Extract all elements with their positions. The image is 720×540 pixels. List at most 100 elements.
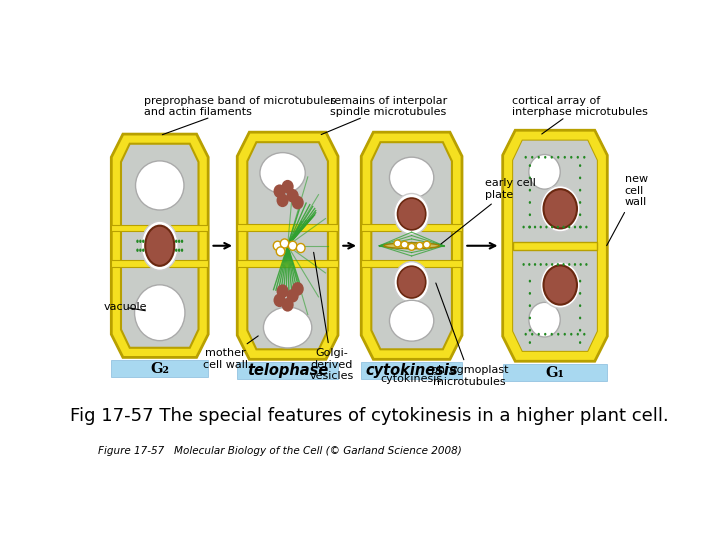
Ellipse shape [136,248,139,252]
Ellipse shape [528,201,531,204]
Ellipse shape [401,241,408,248]
Ellipse shape [276,285,289,298]
Ellipse shape [264,307,312,348]
Ellipse shape [390,300,433,341]
Ellipse shape [528,177,531,179]
Polygon shape [503,130,607,361]
Polygon shape [513,249,597,351]
Ellipse shape [523,263,525,266]
Ellipse shape [570,156,572,159]
Text: cytokinesis: cytokinesis [381,374,443,384]
Ellipse shape [551,263,553,266]
Ellipse shape [289,241,297,251]
Bar [238,362,338,379]
Ellipse shape [181,248,184,252]
Ellipse shape [564,333,566,335]
Ellipse shape [408,244,415,251]
Ellipse shape [145,226,174,266]
Ellipse shape [568,263,570,266]
Ellipse shape [139,248,142,252]
Ellipse shape [564,156,566,159]
Ellipse shape [181,240,184,243]
Ellipse shape [540,186,580,232]
Ellipse shape [579,341,581,344]
Ellipse shape [585,226,588,228]
Ellipse shape [136,240,139,243]
Text: early cell
plate: early cell plate [441,178,536,244]
Ellipse shape [534,263,536,266]
Ellipse shape [280,239,289,248]
Bar [361,260,462,267]
Bar [238,260,338,267]
Ellipse shape [528,263,531,266]
Ellipse shape [528,213,531,216]
Ellipse shape [583,333,585,335]
Ellipse shape [297,244,305,253]
Ellipse shape [562,226,564,228]
Ellipse shape [544,265,577,305]
Text: new
cell
wall: new cell wall [607,174,648,246]
Ellipse shape [282,298,294,312]
Ellipse shape [568,226,570,228]
Ellipse shape [394,262,429,302]
Ellipse shape [528,164,531,167]
Ellipse shape [397,266,426,298]
Ellipse shape [142,240,145,243]
Polygon shape [372,142,452,349]
Ellipse shape [538,333,540,335]
Bar [112,260,208,267]
Ellipse shape [390,157,433,198]
Ellipse shape [529,302,560,337]
Ellipse shape [579,213,581,216]
Ellipse shape [423,241,431,248]
Polygon shape [361,132,462,359]
Ellipse shape [557,333,559,335]
Polygon shape [121,144,199,348]
Polygon shape [513,140,597,351]
Ellipse shape [539,226,542,228]
Polygon shape [513,140,597,242]
Ellipse shape [175,248,177,252]
Ellipse shape [570,333,572,335]
Ellipse shape [545,226,548,228]
Bar [361,224,462,231]
Ellipse shape [178,240,180,243]
Text: preprophase band of microtubules
and actin filaments: preprophase band of microtubules and act… [144,96,336,134]
Ellipse shape [528,292,531,295]
Text: telophase: telophase [247,363,328,379]
Ellipse shape [282,180,294,193]
Ellipse shape [577,156,579,159]
Polygon shape [112,134,208,357]
Ellipse shape [276,193,289,207]
Ellipse shape [260,153,305,193]
Bar [503,364,607,381]
Text: remains of interpolar
spindle microtubules: remains of interpolar spindle microtubul… [321,96,448,134]
Ellipse shape [574,226,576,228]
Ellipse shape [540,262,580,308]
Ellipse shape [574,263,576,266]
Ellipse shape [531,333,534,335]
Ellipse shape [562,263,564,266]
Ellipse shape [523,226,525,228]
Ellipse shape [397,198,426,230]
Ellipse shape [394,193,429,234]
Ellipse shape [579,280,581,282]
Ellipse shape [579,226,581,228]
Text: cytokinesis: cytokinesis [365,363,458,379]
Ellipse shape [416,242,423,249]
Ellipse shape [579,177,581,179]
Ellipse shape [528,341,531,344]
Bar [112,361,208,377]
Ellipse shape [577,333,579,335]
Text: Figure 17-57   Molecular Biology of the Cell (© Garland Science 2008): Figure 17-57 Molecular Biology of the Ce… [98,446,462,456]
Ellipse shape [525,156,527,159]
Ellipse shape [142,248,145,252]
Ellipse shape [544,333,546,335]
Ellipse shape [274,185,286,198]
Ellipse shape [551,156,553,159]
Ellipse shape [528,280,531,282]
Ellipse shape [534,226,536,228]
Ellipse shape [583,156,585,159]
Text: Fig 17-57 The special features of cytokinesis in a higher plant cell.: Fig 17-57 The special features of cytoki… [70,408,668,426]
Ellipse shape [538,156,540,159]
